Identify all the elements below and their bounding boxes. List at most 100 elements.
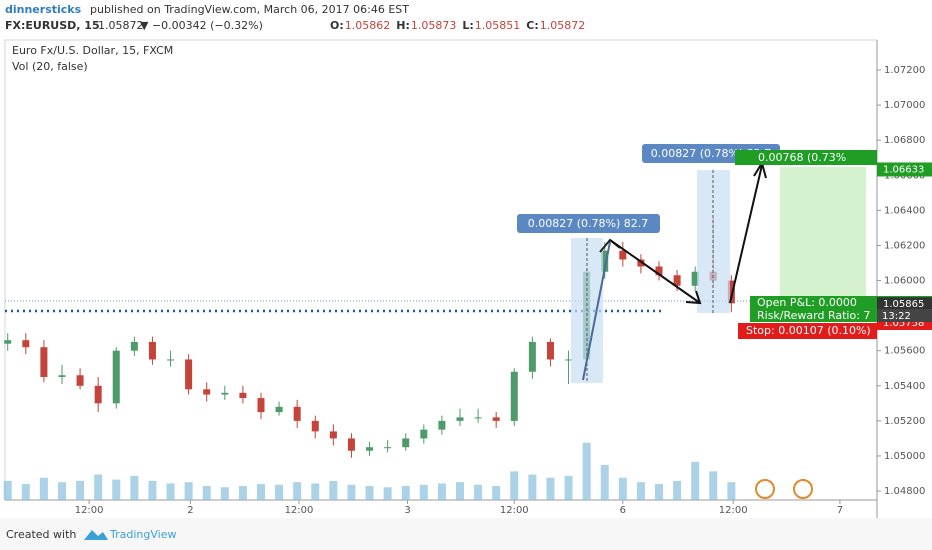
- candle-body: [528, 341, 536, 372]
- y-tick-label: 1.05600: [884, 346, 925, 357]
- x-tick-label: 12:00: [500, 505, 529, 516]
- volume-bar: [455, 482, 464, 500]
- arrow: [609, 239, 701, 304]
- price-label-bg: [877, 297, 932, 312]
- volume-bar: [618, 477, 627, 500]
- footer-bg: [0, 518, 932, 550]
- pnl-label: Open P&L: 0.0000: [757, 296, 857, 309]
- volume-bar: [148, 480, 157, 500]
- volume-bar: [673, 480, 682, 500]
- arrow: [582, 241, 611, 381]
- candle-body: [347, 438, 355, 451]
- volume-bar: [401, 486, 410, 500]
- symbol: FX:EURUSD, 15: [5, 19, 100, 32]
- price-label: 1.05758: [883, 318, 924, 329]
- ohlc-text: 1.05851: [475, 19, 521, 32]
- profit-zone: [780, 167, 866, 300]
- x-tick-label: 12:00: [75, 505, 104, 516]
- volume-bar: [3, 480, 12, 500]
- volume-bar: [383, 487, 392, 500]
- volume-bar: [437, 483, 446, 500]
- volume-bar: [238, 486, 247, 500]
- candle-body: [130, 341, 138, 351]
- volume-bar: [202, 486, 211, 500]
- candle-body: [185, 359, 193, 390]
- volume-bar: [166, 483, 175, 500]
- footer-created: Created with: [6, 528, 76, 541]
- volume-bar: [546, 477, 555, 500]
- ohlc-text: 1.05872: [540, 19, 586, 32]
- candle-body: [384, 447, 392, 449]
- author: dinnersticks: [5, 3, 82, 16]
- footer-brand[interactable]: TradingView: [109, 528, 176, 541]
- price-label: 1.05865: [883, 299, 924, 310]
- volume-bar: [474, 484, 483, 500]
- volume-bar: [347, 484, 356, 500]
- candle-body: [239, 392, 247, 399]
- stop-bg: [738, 323, 877, 339]
- candle-body: [293, 406, 301, 421]
- candle-body: [76, 375, 84, 386]
- candle-body: [402, 438, 410, 448]
- candle-body: [546, 341, 554, 360]
- candle-body: [565, 359, 573, 361]
- volume-bar: [655, 484, 663, 500]
- y-tick-label: 1.07000: [884, 100, 925, 111]
- arrow: [729, 164, 763, 304]
- pnl-bg: [750, 296, 877, 309]
- event-icon[interactable]: [793, 479, 813, 499]
- y-tick-label: 1.06400: [884, 205, 925, 216]
- countdown: 13:22: [882, 311, 911, 322]
- candle-body: [4, 340, 12, 344]
- ohlc-text: H:: [396, 19, 410, 32]
- volume-bar: [256, 484, 265, 500]
- candle-body: [112, 350, 120, 404]
- y-tick-label: 1.06800: [884, 135, 925, 146]
- target-label: 0.00768 (0.73%: [758, 151, 846, 164]
- ohlc-text: C:: [526, 19, 538, 32]
- x-tick-label: 6: [620, 505, 626, 516]
- candle-body: [221, 392, 229, 395]
- stop-label: Stop: 0.00107 (0.10%): [746, 324, 871, 337]
- volume-bar: [419, 484, 428, 500]
- ohlc-text: 1.05862: [345, 19, 391, 32]
- candle-body: [22, 340, 30, 348]
- candle-body: [167, 359, 175, 361]
- price-label-bg: [877, 162, 932, 177]
- volume-bar: [293, 482, 302, 500]
- logo: [84, 530, 108, 540]
- volume-bar: [510, 471, 519, 500]
- candle-body: [275, 406, 283, 413]
- volume-bar: [492, 486, 501, 500]
- candle-body: [257, 398, 265, 413]
- x-tick-label: 12:00: [719, 505, 748, 516]
- volume-bar: [564, 475, 573, 500]
- candle-body: [40, 347, 48, 378]
- candle-body: [329, 431, 337, 439]
- volume-bar: [709, 471, 718, 500]
- arrow-head: [685, 290, 702, 305]
- candle-body: [727, 280, 735, 304]
- candle-body: [655, 266, 663, 276]
- y-tick-label: 1.07200: [884, 65, 925, 76]
- volume-bar: [727, 482, 736, 500]
- ohlc-text: 1.05873: [411, 19, 457, 32]
- candle-body: [94, 385, 102, 404]
- event-icon[interactable]: [755, 479, 775, 499]
- volume-bar: [94, 474, 103, 500]
- volume-bar: [528, 474, 537, 500]
- y-tick-label: 1.06000: [884, 276, 925, 287]
- candle-body: [148, 341, 156, 360]
- ohlc-text: O:: [330, 19, 344, 32]
- volume-bar: [220, 487, 229, 500]
- volume-bar: [21, 484, 30, 500]
- volume-bar: [311, 483, 320, 500]
- volume-bar: [57, 482, 66, 500]
- change: ▼ −0.00342 (−0.32%): [140, 19, 263, 32]
- volume-bar: [112, 479, 121, 500]
- y-tick-label: 1.05200: [884, 416, 925, 427]
- candle-body: [510, 371, 518, 421]
- y-tick-label: 1.05000: [884, 451, 925, 462]
